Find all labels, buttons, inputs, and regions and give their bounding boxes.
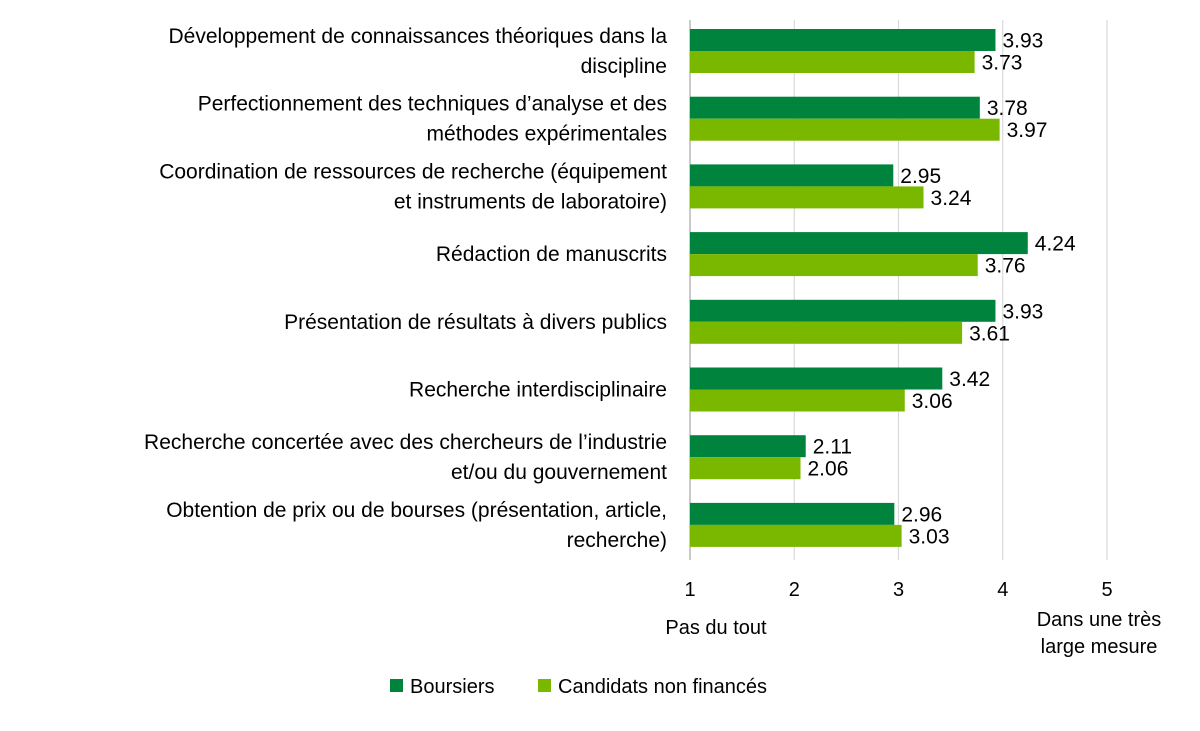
x-tick-label: 1	[684, 579, 695, 601]
bar-boursiers	[690, 29, 996, 51]
data-label: 3.73	[982, 52, 1023, 75]
category-label: Obtention de prix ou de bourses (présent…	[166, 499, 667, 522]
category-label: discipline	[581, 55, 667, 78]
legend-swatch	[538, 679, 551, 692]
category-label: et instruments de laboratoire)	[394, 190, 667, 213]
data-label: 3.42	[949, 368, 990, 391]
data-label: 3.93	[1002, 30, 1043, 53]
category-label: Développement de connaissances théorique…	[169, 25, 668, 48]
bar-candidats-non-finances	[690, 186, 924, 209]
category-label: recherche)	[567, 529, 667, 552]
bar-boursiers	[690, 367, 943, 390]
category-label: Recherche interdisciplinaire	[409, 379, 667, 402]
data-label: 3.61	[969, 322, 1010, 345]
data-label: 2.11	[813, 436, 852, 459]
category-label: méthodes expérimentales	[427, 123, 667, 146]
data-label: 2.96	[901, 503, 942, 526]
category-label: Coordination de ressources de recherche …	[159, 160, 667, 183]
category-label: Présentation de résultats à divers publi…	[284, 311, 667, 334]
data-label: 3.78	[987, 97, 1028, 120]
bar-boursiers	[690, 435, 806, 458]
data-label: 3.76	[985, 255, 1026, 278]
category-label: et/ou du gouvernement	[451, 461, 667, 484]
category-label: Recherche concertée avec des chercheurs …	[144, 431, 667, 454]
category-label: Perfectionnement des techniques d’analys…	[198, 93, 667, 116]
x-anchor-label-low: Pas du tout	[665, 617, 767, 639]
legend-label: Candidats non financés	[558, 676, 767, 698]
data-label: 2.06	[808, 458, 849, 481]
bar-candidats-non-finances	[690, 321, 963, 344]
bar-boursiers	[690, 96, 980, 119]
data-label: 4.24	[1035, 233, 1076, 256]
bar-candidats-non-finances	[690, 524, 902, 547]
bar-boursiers	[690, 164, 894, 187]
x-tick-label: 2	[789, 579, 800, 601]
x-tick-label: 5	[1101, 579, 1112, 601]
bar-boursiers	[690, 502, 895, 525]
x-anchor-label-high: large mesure	[1041, 636, 1158, 658]
x-tick-label: 4	[997, 579, 1008, 601]
bar-candidats-non-finances	[690, 118, 1000, 141]
data-label: 3.24	[931, 187, 972, 210]
data-label: 3.03	[909, 525, 950, 548]
data-label: 2.95	[900, 165, 941, 188]
bar-boursiers	[690, 299, 996, 322]
category-label: Rédaction de manuscrits	[436, 243, 667, 266]
legend-label: Boursiers	[410, 676, 494, 698]
bar-boursiers	[690, 232, 1028, 255]
data-label: 3.93	[1002, 300, 1043, 323]
bar-candidats-non-finances	[690, 254, 978, 277]
bar-candidats-non-finances	[690, 389, 905, 412]
data-label: 3.97	[1007, 119, 1048, 142]
x-tick-label: 3	[893, 579, 904, 601]
legend-swatch	[390, 679, 403, 692]
bar-candidats-non-finances	[690, 457, 801, 480]
bar-candidats-non-finances	[690, 51, 975, 73]
x-anchor-label-high: Dans une très	[1037, 609, 1162, 631]
data-label: 3.06	[912, 390, 953, 413]
